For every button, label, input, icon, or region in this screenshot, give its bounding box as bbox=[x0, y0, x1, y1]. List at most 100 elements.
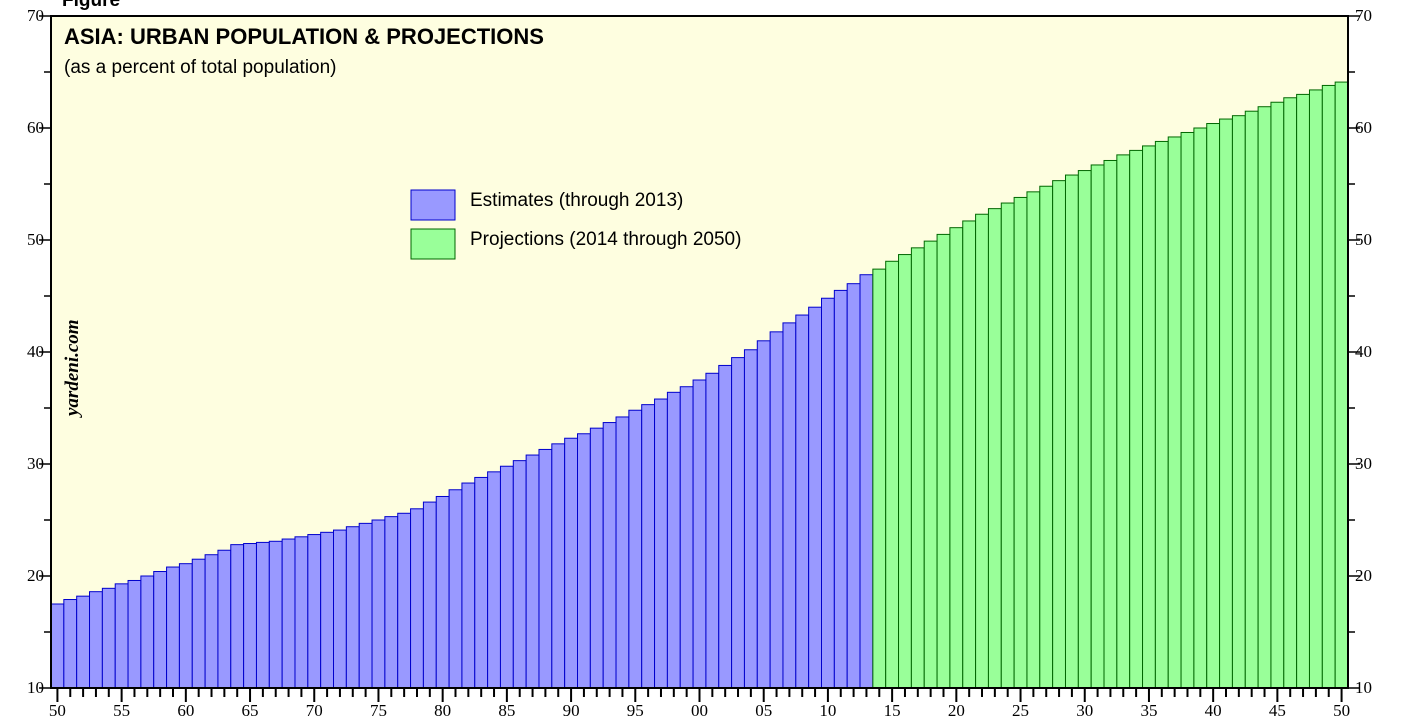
bar-estimate-2007 bbox=[782, 322, 797, 689]
bar-estimate-1964 bbox=[230, 544, 245, 689]
y-tick-label-left: 40 bbox=[27, 342, 44, 361]
bar-estimate-1978 bbox=[410, 508, 424, 689]
bar-projection-2032 bbox=[1103, 159, 1118, 689]
bar-projection-2039 bbox=[1193, 127, 1208, 689]
bar-estimate-2000 bbox=[692, 379, 707, 689]
bar-projection-2045 bbox=[1270, 101, 1285, 689]
bar-estimate-1997 bbox=[654, 398, 668, 689]
x-tick-label: 85 bbox=[498, 701, 515, 720]
bar-projection-2050 bbox=[1334, 81, 1349, 689]
bar-estimate-2005 bbox=[756, 340, 771, 689]
bar-estimate-1960 bbox=[178, 563, 193, 689]
x-tick-label: 90 bbox=[563, 701, 580, 720]
bar-estimate-1958 bbox=[153, 571, 168, 689]
bar-projection-2031 bbox=[1090, 164, 1105, 689]
bar-projection-2020 bbox=[949, 227, 964, 689]
bar-estimate-2003 bbox=[731, 357, 745, 689]
bar-estimate-1992 bbox=[589, 427, 604, 689]
bar-estimate-1994 bbox=[615, 416, 630, 689]
axes-group: 10 10 20 20 30 30 40 40 50 50 60 60 70 70 50 55 60 65 70 75… bbox=[27, 6, 1372, 720]
y-tick-label-left: 60 bbox=[27, 118, 44, 137]
bar-estimate-1976 bbox=[384, 516, 399, 689]
bar-estimate-1981 bbox=[448, 489, 463, 689]
legend-label-projections: Projections (2014 through 2050) bbox=[470, 229, 741, 250]
bar-estimate-2006 bbox=[769, 331, 784, 689]
bar-projection-2027 bbox=[1039, 185, 1054, 689]
bar-estimate-1952 bbox=[76, 595, 91, 689]
bar-projection-2030 bbox=[1077, 170, 1092, 689]
x-tick-label: 40 bbox=[1205, 701, 1222, 720]
y-tick-label-right: 70 bbox=[1355, 6, 1372, 25]
y-tick-label-right: 10 bbox=[1355, 678, 1372, 697]
y-tick-label-left: 10 bbox=[27, 678, 44, 697]
bar-estimate-2008 bbox=[795, 314, 810, 689]
x-tick-label: 60 bbox=[177, 701, 194, 720]
bar-projection-2043 bbox=[1244, 110, 1259, 689]
bar-projection-2042 bbox=[1231, 115, 1246, 689]
bar-projection-2026 bbox=[1026, 191, 1041, 689]
bar-estimate-1998 bbox=[666, 391, 681, 689]
bar-estimate-1989 bbox=[551, 443, 566, 689]
x-tick-label: 20 bbox=[948, 701, 965, 720]
bar-projection-2033 bbox=[1116, 154, 1131, 689]
legend-swatch-projections bbox=[410, 228, 456, 260]
bar-estimate-1955 bbox=[114, 583, 129, 689]
bar-projection-2019 bbox=[936, 233, 951, 689]
bar-estimate-1953 bbox=[89, 591, 103, 689]
bar-estimate-1957 bbox=[140, 575, 155, 689]
x-tick-label: 65 bbox=[242, 701, 259, 720]
bar-estimate-2012 bbox=[846, 283, 861, 689]
bar-estimate-1971 bbox=[320, 531, 335, 689]
bar-estimate-1970 bbox=[307, 534, 322, 689]
bar-estimate-1950 bbox=[50, 603, 65, 689]
bar-estimate-2004 bbox=[743, 349, 758, 689]
bar-estimate-1996 bbox=[641, 404, 656, 689]
bar-estimate-1984 bbox=[487, 471, 501, 689]
bar-estimate-1968 bbox=[281, 538, 296, 689]
bar-estimate-2002 bbox=[718, 364, 733, 689]
bar-estimate-1999 bbox=[679, 386, 694, 689]
bar-projection-2041 bbox=[1219, 118, 1233, 689]
x-tick-label: 80 bbox=[434, 701, 451, 720]
bar-estimate-1966 bbox=[255, 541, 270, 689]
bar-estimate-1954 bbox=[101, 587, 116, 689]
bar-estimate-1983 bbox=[474, 476, 489, 689]
x-tick-label: 70 bbox=[306, 701, 323, 720]
bar-projection-2049 bbox=[1321, 84, 1336, 689]
x-tick-label: 05 bbox=[755, 701, 772, 720]
bar-estimate-1985 bbox=[499, 465, 514, 689]
bar-estimate-1951 bbox=[63, 599, 78, 689]
bar-estimate-2001 bbox=[705, 372, 720, 689]
bar-estimate-1959 bbox=[166, 566, 180, 689]
bar-estimate-1965 bbox=[243, 543, 257, 689]
bar-estimate-1986 bbox=[512, 460, 527, 689]
x-tick-label: 10 bbox=[819, 701, 836, 720]
x-tick-label: 95 bbox=[627, 701, 644, 720]
chart-subtitle: (as a percent of total population) bbox=[64, 57, 337, 78]
bar-projection-2038 bbox=[1180, 131, 1195, 689]
bar-projection-2044 bbox=[1257, 106, 1272, 689]
bar-projection-2040 bbox=[1206, 123, 1221, 689]
bar-projection-2014 bbox=[872, 268, 887, 689]
bar-estimate-1980 bbox=[435, 495, 450, 689]
bar-estimate-1982 bbox=[461, 482, 476, 689]
bar-projection-2016 bbox=[898, 254, 912, 689]
y-tick-label-right: 20 bbox=[1355, 566, 1372, 585]
bar-projection-2018 bbox=[923, 240, 938, 689]
bar-estimate-1975 bbox=[371, 519, 386, 689]
bar-projection-2028 bbox=[1052, 180, 1066, 689]
x-tick-label: 50 bbox=[1333, 701, 1350, 720]
bar-estimate-1977 bbox=[397, 512, 412, 689]
x-tick-label: 50 bbox=[49, 701, 66, 720]
bar-estimate-1990 bbox=[564, 437, 578, 689]
bar-estimate-1979 bbox=[422, 501, 437, 689]
x-tick-label: 55 bbox=[113, 701, 130, 720]
watermark: yardeni.com bbox=[62, 319, 83, 418]
bar-estimate-1987 bbox=[525, 454, 540, 689]
bar-estimate-1991 bbox=[577, 433, 591, 689]
bar-projection-2025 bbox=[1013, 196, 1028, 689]
bar-estimate-2013 bbox=[859, 274, 874, 689]
y-tick-label-right: 50 bbox=[1355, 230, 1372, 249]
bar-estimate-1972 bbox=[333, 529, 347, 689]
y-tick-label-left: 30 bbox=[27, 454, 44, 473]
